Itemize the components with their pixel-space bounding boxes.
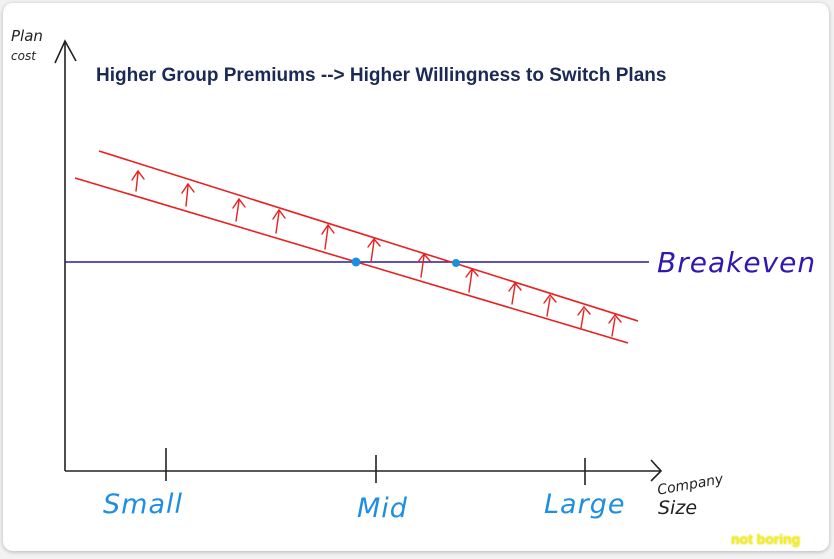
y-axis	[54, 39, 77, 471]
up-arrow	[232, 197, 246, 222]
shift-arrows	[131, 169, 622, 337]
intersection-point-lower	[351, 257, 361, 267]
up-arrow	[367, 237, 381, 263]
diagram-card: Higher Group Premiums --> Higher Willing…	[3, 3, 829, 551]
up-arrow	[508, 281, 522, 305]
breakeven-label: Breakeven	[657, 246, 817, 279]
x-ticks	[165, 448, 586, 485]
y-axis-label-line2: cost	[11, 49, 36, 63]
tick-label-mid: Mid	[357, 493, 408, 524]
diagram-title: Higher Group Premiums --> Higher Willing…	[96, 65, 667, 86]
upper-cost-line	[98, 150, 639, 322]
intersection-point-upper	[452, 259, 460, 267]
up-arrow	[543, 293, 557, 317]
intersection-points	[351, 257, 460, 267]
up-arrow	[577, 305, 591, 329]
x-axis	[65, 459, 663, 482]
tick-label-small: Small	[103, 489, 183, 520]
cost-lines	[74, 150, 639, 344]
watermark: not boring	[731, 531, 801, 547]
up-arrow	[321, 223, 335, 250]
up-arrow	[465, 267, 479, 293]
up-arrow	[131, 169, 145, 192]
x-axis-label-line2: Size	[658, 497, 698, 519]
tick-label-large: Large	[544, 489, 626, 520]
up-arrow	[608, 313, 622, 337]
up-arrow	[272, 208, 286, 234]
lower-cost-line	[74, 177, 629, 344]
diagram-canvas	[54, 39, 663, 485]
y-axis-label-line1: Plan	[11, 27, 43, 45]
up-arrow	[181, 182, 195, 207]
up-arrow	[417, 252, 431, 278]
